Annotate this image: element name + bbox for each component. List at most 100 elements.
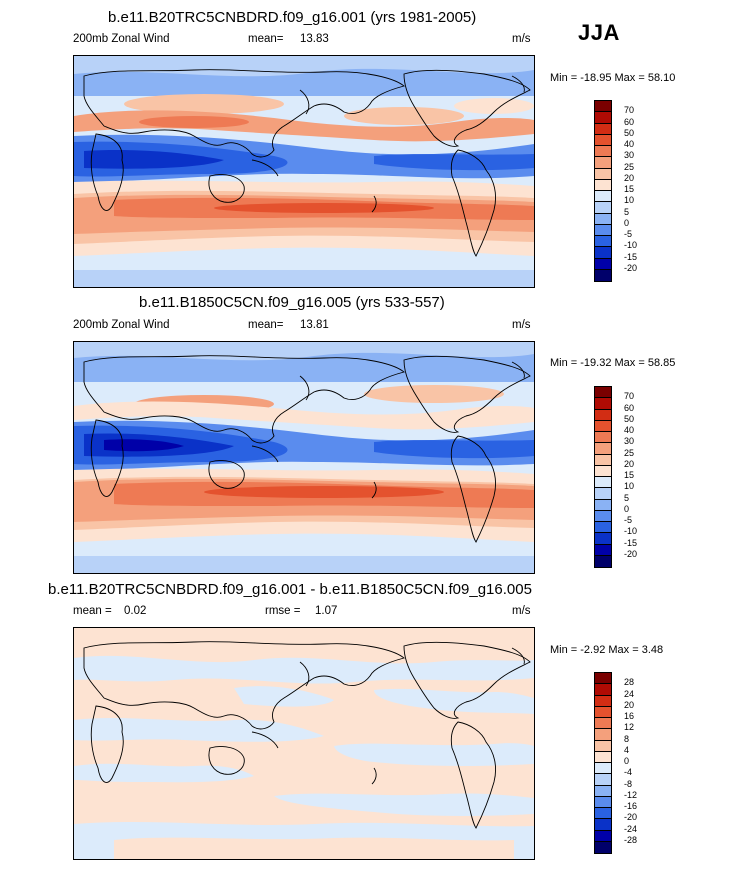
colorbar-level-label: 0 <box>624 503 630 514</box>
colorbar-swatch <box>595 819 611 831</box>
colorbar-swatch <box>595 112 611 124</box>
colorbar-level-label: -20 <box>624 548 638 559</box>
colorbar-swatch <box>595 695 611 707</box>
colorbar-level-label: -8 <box>624 778 633 789</box>
colorbar-level-label: -15 <box>624 251 638 262</box>
colorbar-level-label: 16 <box>624 711 635 721</box>
panel-3-colorbar-labels: 28 24 20 16 12 8 4 0 -4 -8 -12 -16 -20 -24 -28 <box>624 672 664 852</box>
colorbar-level-label: 30 <box>624 150 635 161</box>
panel-1-title: b.e11.B20TRC5CNBDRD.f09_g16.001 (yrs 198… <box>108 9 477 26</box>
colorbar-swatch <box>595 796 611 808</box>
colorbar-level-label: 70 <box>624 391 635 402</box>
panel-2-colorbar-swatches <box>595 387 611 567</box>
panel-2-map <box>73 341 535 574</box>
colorbar-swatch <box>595 673 611 685</box>
colorbar-level-label: -10 <box>624 526 638 537</box>
colorbar-swatch <box>595 477 611 489</box>
panel-1-map <box>73 55 535 288</box>
panel-1-colorbar-swatches <box>595 101 611 281</box>
panel-1-colorbar <box>594 100 612 282</box>
colorbar-swatch <box>595 213 611 225</box>
colorbar-level-label: -15 <box>624 537 638 548</box>
colorbar-level-label: 20 <box>624 458 635 469</box>
colorbar-level-label: 20 <box>624 172 635 183</box>
colorbar-level-label: 40 <box>624 425 635 435</box>
colorbar-swatch <box>595 718 611 730</box>
colorbar-swatch <box>595 841 611 853</box>
colorbar-swatch <box>595 101 611 113</box>
panel-3-map <box>73 627 535 860</box>
panel-3-rmse-label: rmse = <box>265 605 301 617</box>
colorbar-swatch <box>595 774 611 786</box>
colorbar-swatch <box>595 224 611 236</box>
colorbar-level-label: -5 <box>624 229 633 239</box>
colorbar-level-label: 5 <box>624 492 630 503</box>
panel-2-minmax: Min = -19.32 Max = 58.85 <box>550 357 676 369</box>
colorbar-swatch <box>595 247 611 259</box>
panel-1-contour-field <box>74 56 534 287</box>
colorbar-swatch <box>595 420 611 432</box>
season-label: JJA <box>578 20 620 45</box>
panel-3-mean-label: mean = <box>73 605 112 617</box>
colorbar-swatch <box>595 157 611 169</box>
colorbar-swatch <box>595 544 611 556</box>
colorbar-swatch <box>595 533 611 545</box>
panel-3-title: b.e11.B20TRC5CNBDRD.f09_g16.001 - b.e11.… <box>48 581 532 598</box>
colorbar-swatch <box>595 202 611 214</box>
panel-3-colorbar <box>594 672 612 854</box>
panel-2-variable: 200mb Zonal Wind <box>73 319 170 331</box>
colorbar-level-label: 8 <box>624 733 630 744</box>
colorbar-level-label: 50 <box>624 127 635 138</box>
colorbar-level-label: -20 <box>624 262 638 273</box>
colorbar-level-label: 12 <box>624 722 635 733</box>
colorbar-swatch <box>595 179 611 191</box>
colorbar-swatch <box>595 236 611 248</box>
panel-1-minmax: Min = -18.95 Max = 58.10 <box>550 72 676 84</box>
colorbar-level-label: -12 <box>624 789 638 800</box>
colorbar-level-label: -20 <box>624 812 638 823</box>
colorbar-swatch <box>595 432 611 444</box>
colorbar-level-label: 40 <box>624 139 635 149</box>
colorbar-swatch <box>595 763 611 775</box>
panel-3-minmax: Min = -2.92 Max = 3.48 <box>550 644 664 656</box>
panel-2-contour-field <box>74 342 534 573</box>
colorbar-level-label: 28 <box>624 677 635 688</box>
colorbar-level-label: -10 <box>624 240 638 251</box>
panel-2-units: m/s <box>512 319 531 331</box>
colorbar-level-label: 15 <box>624 184 635 194</box>
panel-1-mean-label: mean= <box>248 33 284 45</box>
colorbar-level-label: 5 <box>624 206 630 217</box>
colorbar-swatch <box>595 555 611 567</box>
colorbar-level-label: -28 <box>624 834 638 845</box>
colorbar-swatch <box>595 387 611 399</box>
colorbar-swatch <box>595 808 611 820</box>
colorbar-level-label: 15 <box>624 470 635 480</box>
colorbar-swatch <box>595 706 611 718</box>
colorbar-swatch <box>595 123 611 135</box>
colorbar-level-label: 60 <box>624 116 635 127</box>
panel-3-mean-value: 0.02 <box>124 605 147 617</box>
colorbar-swatch <box>595 398 611 410</box>
colorbar-swatch <box>595 146 611 158</box>
colorbar-level-label: 70 <box>624 105 635 116</box>
colorbar-swatch <box>595 740 611 752</box>
panel-1-variable: 200mb Zonal Wind <box>73 33 170 45</box>
panel-1-colorbar-labels: 70 60 50 40 30 25 20 15 10 5 0 -5 -10 -15 -20 <box>624 100 664 280</box>
panel-2-colorbar <box>594 386 612 568</box>
panel-1-units: m/s <box>512 33 531 45</box>
colorbar-level-label: 24 <box>624 688 635 699</box>
panel-2-mean-value: 13.81 <box>300 319 329 331</box>
panel-3-units: m/s <box>512 605 531 617</box>
panel-3-colorbar-swatches <box>595 673 611 853</box>
colorbar-swatch <box>595 499 611 511</box>
colorbar-swatch <box>595 488 611 500</box>
colorbar-swatch <box>595 134 611 146</box>
panel-2-title: b.e11.B1850C5CN.f09_g16.005 (yrs 533-557… <box>139 294 445 311</box>
colorbar-swatch <box>595 751 611 763</box>
colorbar-level-label: 25 <box>624 447 635 458</box>
colorbar-level-label: 10 <box>624 195 635 206</box>
colorbar-level-label: 30 <box>624 436 635 447</box>
colorbar-swatch <box>595 465 611 477</box>
colorbar-swatch <box>595 785 611 797</box>
colorbar-swatch <box>595 443 611 455</box>
